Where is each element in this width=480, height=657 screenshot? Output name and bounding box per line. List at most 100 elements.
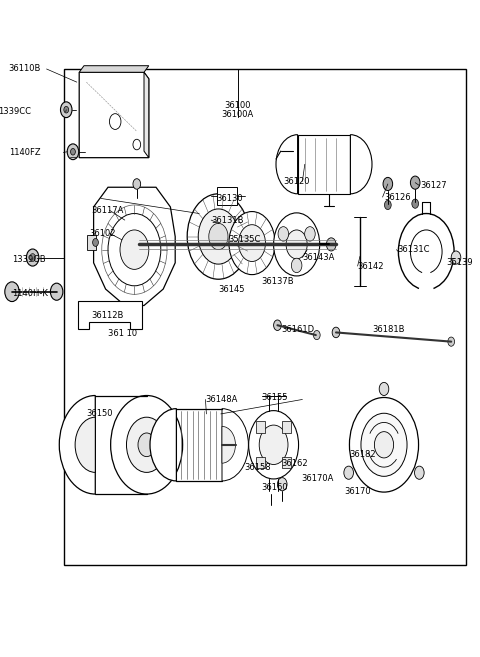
- Text: 36131B: 36131B: [211, 215, 244, 225]
- Circle shape: [110, 396, 182, 494]
- Circle shape: [291, 258, 302, 273]
- Circle shape: [50, 283, 63, 300]
- Text: 361 10: 361 10: [108, 329, 137, 338]
- Bar: [87, 235, 96, 250]
- Circle shape: [109, 114, 121, 129]
- Circle shape: [305, 227, 315, 241]
- Circle shape: [120, 230, 149, 269]
- Text: 36170: 36170: [345, 487, 371, 496]
- Circle shape: [374, 432, 394, 458]
- Text: 36112B: 36112B: [91, 311, 123, 320]
- Text: 36100: 36100: [224, 101, 251, 110]
- Text: 36117A: 36117A: [91, 206, 123, 215]
- Circle shape: [5, 282, 19, 302]
- Circle shape: [448, 337, 455, 346]
- Circle shape: [415, 466, 424, 480]
- Wedge shape: [276, 135, 298, 194]
- Wedge shape: [419, 252, 434, 292]
- Text: 36155: 36155: [262, 393, 288, 402]
- Circle shape: [239, 225, 265, 261]
- Wedge shape: [222, 409, 249, 481]
- Text: 36161D: 36161D: [281, 325, 314, 334]
- Text: 1339CC: 1339CC: [0, 107, 31, 116]
- Bar: [217, 187, 237, 205]
- Polygon shape: [94, 187, 175, 306]
- Circle shape: [383, 177, 393, 191]
- Text: 36148A: 36148A: [205, 395, 238, 404]
- Circle shape: [326, 238, 336, 251]
- Circle shape: [71, 148, 75, 155]
- Text: 36170A: 36170A: [301, 474, 334, 483]
- Circle shape: [249, 411, 299, 479]
- Polygon shape: [78, 301, 142, 328]
- Circle shape: [26, 249, 39, 266]
- Circle shape: [60, 102, 72, 118]
- Text: 36143A: 36143A: [302, 253, 335, 262]
- Text: 36182: 36182: [349, 450, 376, 459]
- Wedge shape: [75, 417, 95, 472]
- Circle shape: [259, 425, 288, 464]
- Text: 36181B: 36181B: [372, 325, 405, 334]
- Polygon shape: [79, 66, 149, 72]
- Text: 36150: 36150: [86, 409, 113, 419]
- Circle shape: [209, 223, 228, 250]
- Circle shape: [410, 176, 420, 189]
- Text: 1140FZ: 1140FZ: [9, 148, 41, 157]
- Circle shape: [274, 213, 320, 276]
- Circle shape: [313, 330, 320, 340]
- Text: 1339GB: 1339GB: [12, 255, 46, 264]
- Circle shape: [384, 200, 391, 210]
- Circle shape: [410, 230, 442, 273]
- Wedge shape: [222, 426, 235, 463]
- Text: 36145: 36145: [218, 284, 245, 294]
- Bar: [256, 421, 265, 433]
- Wedge shape: [150, 409, 177, 481]
- Text: 36130: 36130: [216, 194, 242, 203]
- Circle shape: [64, 106, 69, 113]
- Bar: [256, 457, 265, 468]
- Wedge shape: [350, 135, 372, 194]
- Text: 36102: 36102: [89, 229, 115, 238]
- Text: 36120: 36120: [283, 177, 310, 186]
- Circle shape: [274, 320, 281, 330]
- Circle shape: [229, 212, 275, 275]
- Circle shape: [451, 251, 461, 264]
- Text: 1140H-K: 1140H-K: [12, 288, 48, 298]
- Bar: [64, 69, 466, 565]
- Circle shape: [412, 199, 419, 208]
- Circle shape: [138, 433, 155, 457]
- Bar: [298, 135, 350, 194]
- Circle shape: [344, 466, 353, 480]
- Text: 35135C: 35135C: [228, 235, 260, 244]
- Text: 36137B: 36137B: [262, 277, 294, 286]
- Text: 36139: 36139: [446, 258, 473, 267]
- Circle shape: [332, 327, 340, 338]
- Circle shape: [67, 144, 79, 160]
- Circle shape: [349, 397, 419, 492]
- Circle shape: [278, 227, 288, 241]
- Wedge shape: [60, 396, 95, 494]
- Circle shape: [361, 413, 407, 476]
- Text: 36160: 36160: [262, 483, 288, 492]
- Circle shape: [126, 417, 167, 472]
- Text: 36127: 36127: [420, 181, 446, 190]
- Circle shape: [93, 238, 98, 246]
- Circle shape: [187, 194, 250, 279]
- Circle shape: [198, 209, 239, 264]
- Text: 36158: 36158: [244, 463, 270, 472]
- Polygon shape: [79, 72, 149, 158]
- Circle shape: [108, 214, 161, 286]
- Circle shape: [277, 478, 287, 491]
- Circle shape: [398, 214, 454, 290]
- Circle shape: [379, 382, 389, 396]
- Circle shape: [30, 254, 36, 261]
- Bar: [282, 457, 291, 468]
- Text: 36131C: 36131C: [397, 245, 430, 254]
- Polygon shape: [144, 72, 149, 158]
- Circle shape: [286, 230, 307, 259]
- Text: 36162: 36162: [281, 459, 307, 468]
- Text: 36110B: 36110B: [9, 64, 41, 74]
- Text: 36142: 36142: [358, 261, 384, 271]
- Circle shape: [133, 179, 141, 189]
- Text: 36100A: 36100A: [221, 110, 254, 120]
